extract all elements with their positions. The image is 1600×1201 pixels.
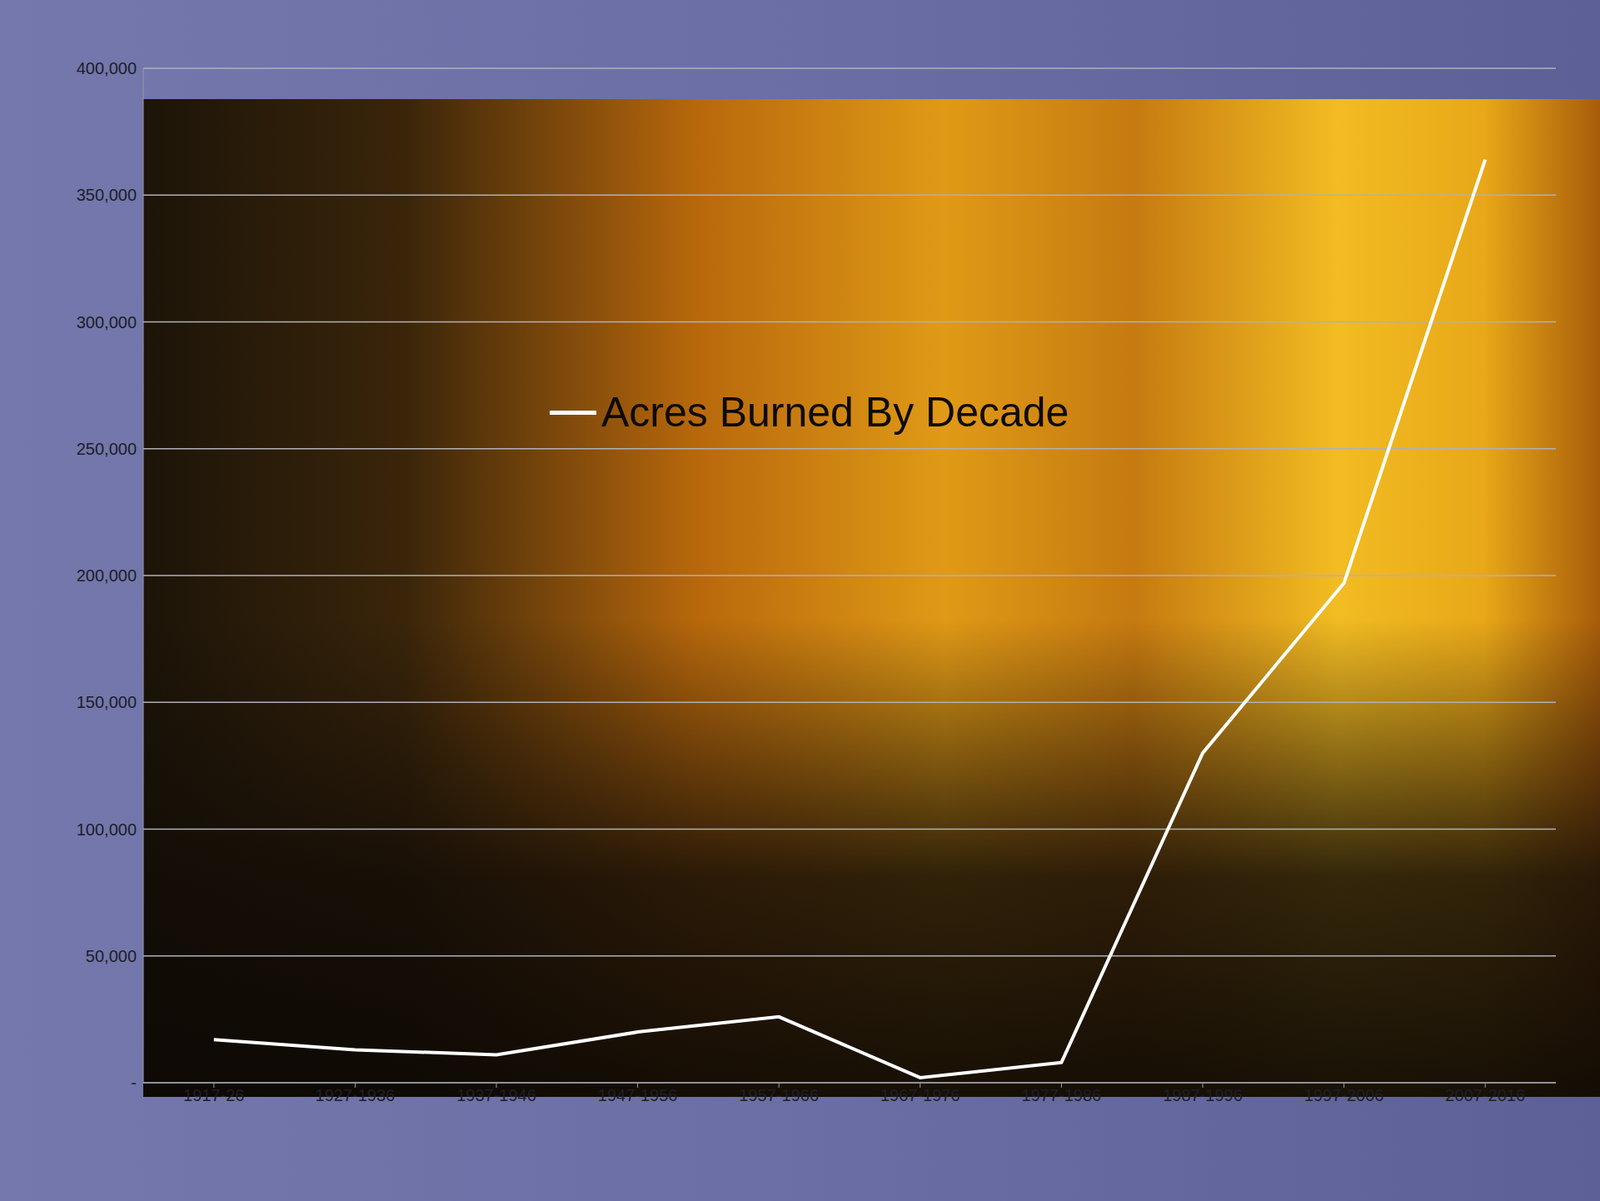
svg-text:200,000: 200,000 xyxy=(76,566,137,585)
svg-text:2007-2016: 2007-2016 xyxy=(1445,1086,1526,1105)
html-text:Acres Burned By Decade: Acres Burned By Decade xyxy=(601,388,1069,436)
svg-text:400,000: 400,000 xyxy=(76,59,137,78)
svg-text:1977-1986: 1977-1986 xyxy=(1021,1086,1102,1105)
svg-text:50,000: 50,000 xyxy=(85,947,137,966)
svg-text:1917-26: 1917-26 xyxy=(183,1086,245,1105)
svg-text:1927-1936: 1927-1936 xyxy=(315,1086,396,1105)
svg-text:1947-1956: 1947-1956 xyxy=(598,1086,678,1105)
svg-text:1997-2006: 1997-2006 xyxy=(1304,1086,1385,1105)
svg-text:150,000: 150,000 xyxy=(76,692,137,712)
svg-text:-: - xyxy=(130,1073,137,1092)
svg-text:1987-1996: 1987-1996 xyxy=(1162,1086,1243,1105)
svg-text:300,000: 300,000 xyxy=(76,313,137,332)
svg-text:100,000: 100,000 xyxy=(76,820,137,839)
svg-text:350,000: 350,000 xyxy=(76,185,137,205)
svg-text:1957-1966: 1957-1966 xyxy=(738,1086,819,1105)
svg-text:1967-1976: 1967-1976 xyxy=(880,1086,961,1105)
svg-text:1937-1946: 1937-1946 xyxy=(456,1086,537,1105)
svg-text:250,000: 250,000 xyxy=(76,439,137,459)
